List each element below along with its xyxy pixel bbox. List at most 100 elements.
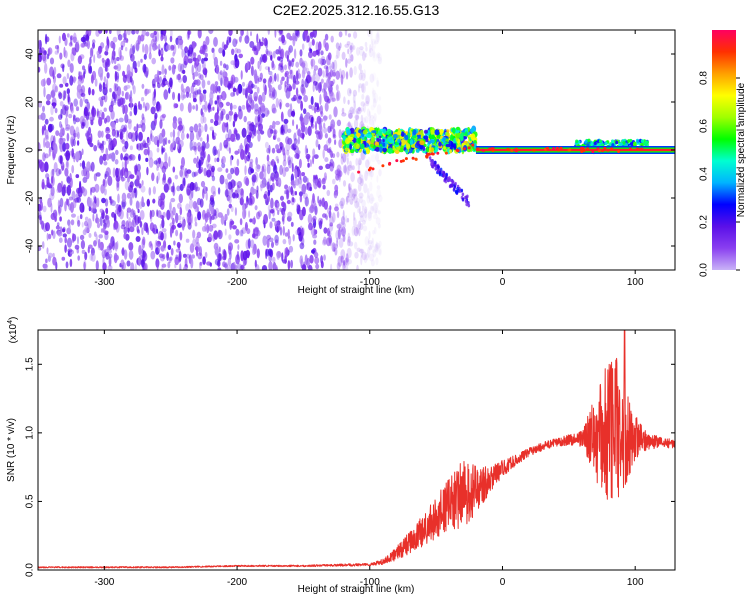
spectrogram-cell: [175, 248, 181, 253]
spectrogram-cell: [292, 119, 295, 127]
spectrogram-cell: [236, 158, 240, 167]
spectrogram-cell: [67, 219, 71, 226]
spectrogram-cell: [301, 87, 306, 96]
spectrogram-cell: [372, 93, 376, 104]
spectrogram-cell: [141, 116, 146, 126]
spectrogram-cell: [246, 95, 250, 101]
spectrogram-cell: [362, 103, 366, 113]
spectrogram-cell: [365, 46, 368, 52]
spectrogram-cell: [89, 47, 93, 58]
spectrogram-cell: [182, 75, 187, 83]
spectrogram-cell: [77, 255, 80, 261]
spectrogram-cell: [287, 155, 291, 163]
spectrogram-cell: [88, 206, 92, 212]
spectrogram-cell: [449, 149, 452, 154]
spectrogram-cell: [241, 127, 247, 138]
spectrogram-cell: [277, 84, 282, 91]
spectrogram-cell: [208, 30, 214, 35]
spectrogram-cell: [102, 219, 106, 224]
spectrogram-cell: [306, 35, 310, 43]
spectrogram-cell: [278, 37, 283, 42]
spectrogram-cell: [208, 233, 213, 242]
spectrogram-cell: [240, 149, 245, 160]
spectrogram-cell: [277, 137, 281, 142]
spectrogram-cell: [228, 197, 232, 204]
spectrogram-cell: [265, 39, 268, 49]
spectrogram-cell: [397, 138, 401, 144]
spectrogram-cell: [90, 252, 96, 262]
spectrogram-cell: [90, 186, 96, 193]
spectrogram-cell: [342, 165, 347, 174]
spectrogram-cell: [309, 76, 313, 83]
spectrogram-cell: [604, 141, 608, 146]
spectrogram-cell: [189, 181, 195, 191]
spectrogram-cell: [244, 165, 247, 176]
spectrogram-cell: [353, 65, 357, 76]
spectrogram-cell: [241, 227, 247, 235]
spectrogram-cell: [284, 255, 287, 264]
spectrogram-cell: [346, 157, 349, 166]
spectrogram-cell: [272, 120, 276, 130]
spectrogram-cell: [141, 196, 144, 207]
spectrogram-cell: [45, 100, 51, 106]
spectrogram-cell: [350, 172, 355, 183]
spectrogram-cell: [99, 241, 104, 251]
spectrogram-cell: [326, 98, 331, 104]
spectrogram-cell: [238, 108, 243, 120]
spectrogram-cell: [50, 175, 55, 187]
spectrogram-peak-cell: [491, 147, 495, 151]
spectrogram-cell: [179, 220, 182, 226]
spectrogram-cell: [172, 206, 176, 216]
spectrogram-cell: [584, 140, 588, 144]
spectrogram-cell: [240, 229, 244, 237]
spectrogram-cell: [208, 224, 214, 232]
spectrogram-cell: [452, 188, 456, 192]
spectrogram-cell: [373, 214, 378, 220]
spectrogram-cell: [296, 124, 298, 130]
spectrogram-cell: [276, 252, 280, 260]
spectrogram-cell: [372, 72, 377, 82]
spectrogram-cell: [348, 109, 353, 119]
spectrogram-cell: [145, 222, 149, 233]
spectrogram-cell: [236, 181, 242, 189]
spectrogram-cell: [314, 208, 317, 216]
spectrogram-cell: [259, 171, 264, 180]
spectrogram-cell: [202, 256, 206, 265]
spectrogram-cell: [95, 172, 101, 177]
spectrogram-cell: [619, 142, 623, 146]
spectrogram-cell: [326, 148, 332, 153]
spectrogram-cell: [138, 131, 143, 142]
spectrogram-cell: [228, 30, 233, 36]
spectrogram-cell: [366, 170, 371, 177]
spectrogram-cell: [183, 55, 189, 66]
spectrogram-cell: [349, 160, 352, 169]
spectrogram-cell: [175, 136, 181, 145]
spectrogram-cell: [110, 109, 115, 120]
spectrogram-cell: [121, 220, 126, 227]
spectrogram-cell: [74, 244, 80, 250]
spectrogram-cell: [222, 75, 227, 86]
spectrogram-cell: [175, 229, 179, 237]
spectrogram-cell: [139, 221, 143, 228]
spectrogram-cell: [98, 30, 103, 34]
spectrogram-cell: [230, 92, 235, 97]
spectrogram-cell: [212, 106, 215, 111]
spectrogram-cell: [464, 131, 468, 137]
spectrogram-cell: [152, 186, 156, 195]
spectrogram-peak-cell: [629, 147, 632, 151]
spectrogram-cell: [191, 171, 196, 178]
spectrogram-cell: [364, 52, 368, 58]
spectrogram-cell: [271, 91, 275, 101]
spectrogram-cell: [251, 174, 257, 183]
spectrogram-cell: [187, 58, 193, 64]
colorbar-tick-label: 0.6: [699, 119, 710, 133]
spectrogram-cell: [66, 161, 69, 168]
spectrogram-cell: [339, 200, 344, 207]
spectrogram-cell: [287, 156, 291, 166]
spectrogram-cell: [358, 228, 361, 237]
spectrogram-cell: [167, 244, 172, 250]
snr-y-tick-label: 1.5: [25, 357, 36, 371]
spectrogram-cell: [68, 113, 73, 119]
spectrogram-cell: [375, 241, 378, 252]
spectrogram-cell: [105, 30, 108, 34]
